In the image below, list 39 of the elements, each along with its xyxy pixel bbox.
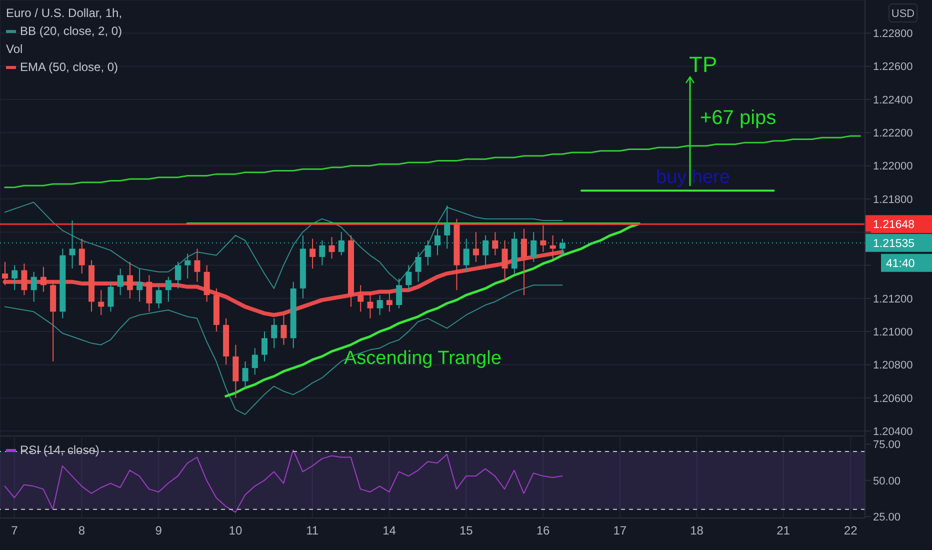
ref-line-label: 1.21648 xyxy=(873,219,915,232)
text: 41:40 xyxy=(886,258,915,270)
y-tick-label: 1.22800 xyxy=(873,28,913,40)
x-tick-label: 8 xyxy=(78,524,86,538)
legend-label: EMA (50, close, 0) xyxy=(20,59,118,76)
y-tick-label: 1.21800 xyxy=(873,194,913,206)
y-tick-label: 1.20400 xyxy=(873,426,913,438)
y-tick-label: 1.22400 xyxy=(873,94,913,106)
annotation: Ascending Trangle xyxy=(344,348,502,370)
x-tick-label: 9 xyxy=(155,524,162,538)
x-tick-label: 16 xyxy=(536,524,550,538)
y-tick-label: 25.00 xyxy=(873,511,901,524)
annotation: buy here xyxy=(656,167,730,189)
y-tick-label: 1.21000 xyxy=(873,326,913,338)
x-tick-label: 14 xyxy=(382,524,396,538)
legend-label: RSI (14, close) xyxy=(20,442,100,459)
x-tick-label: 17 xyxy=(613,524,627,538)
y-tick-label: 1.20600 xyxy=(873,392,913,405)
x-tick-label: 22 xyxy=(844,524,858,538)
x-tick-label: 7 xyxy=(11,524,18,538)
ref-line-label: 1.21535 xyxy=(873,238,915,250)
x-tick-label: 18 xyxy=(690,524,704,538)
x-tick-label: 10 xyxy=(228,524,242,538)
y-axis-title: USD xyxy=(891,8,915,20)
legend-label: BB (20, close, 2, 0) xyxy=(20,23,122,40)
x-tick-label: 21 xyxy=(776,524,790,538)
y-tick-label: 1.20800 xyxy=(873,360,913,372)
y-tick-label: 1.22200 xyxy=(873,128,913,140)
y-tick-label: 75.00 xyxy=(873,439,901,452)
annotation: Vol xyxy=(6,41,24,58)
y-tick-label: 1.21200 xyxy=(873,293,913,306)
y-tick-label: 1.22600 xyxy=(873,61,913,74)
y-tick-label: 50.00 xyxy=(873,475,901,488)
text: Euro / U.S. Dollar, 1h, xyxy=(6,5,122,22)
x-tick-label: 11 xyxy=(306,524,319,538)
y-tick-label: 1.22000 xyxy=(873,160,913,173)
annotation: TP xyxy=(689,52,718,78)
x-tick-label: 15 xyxy=(459,524,474,538)
annotation: +67 pips xyxy=(700,107,776,129)
